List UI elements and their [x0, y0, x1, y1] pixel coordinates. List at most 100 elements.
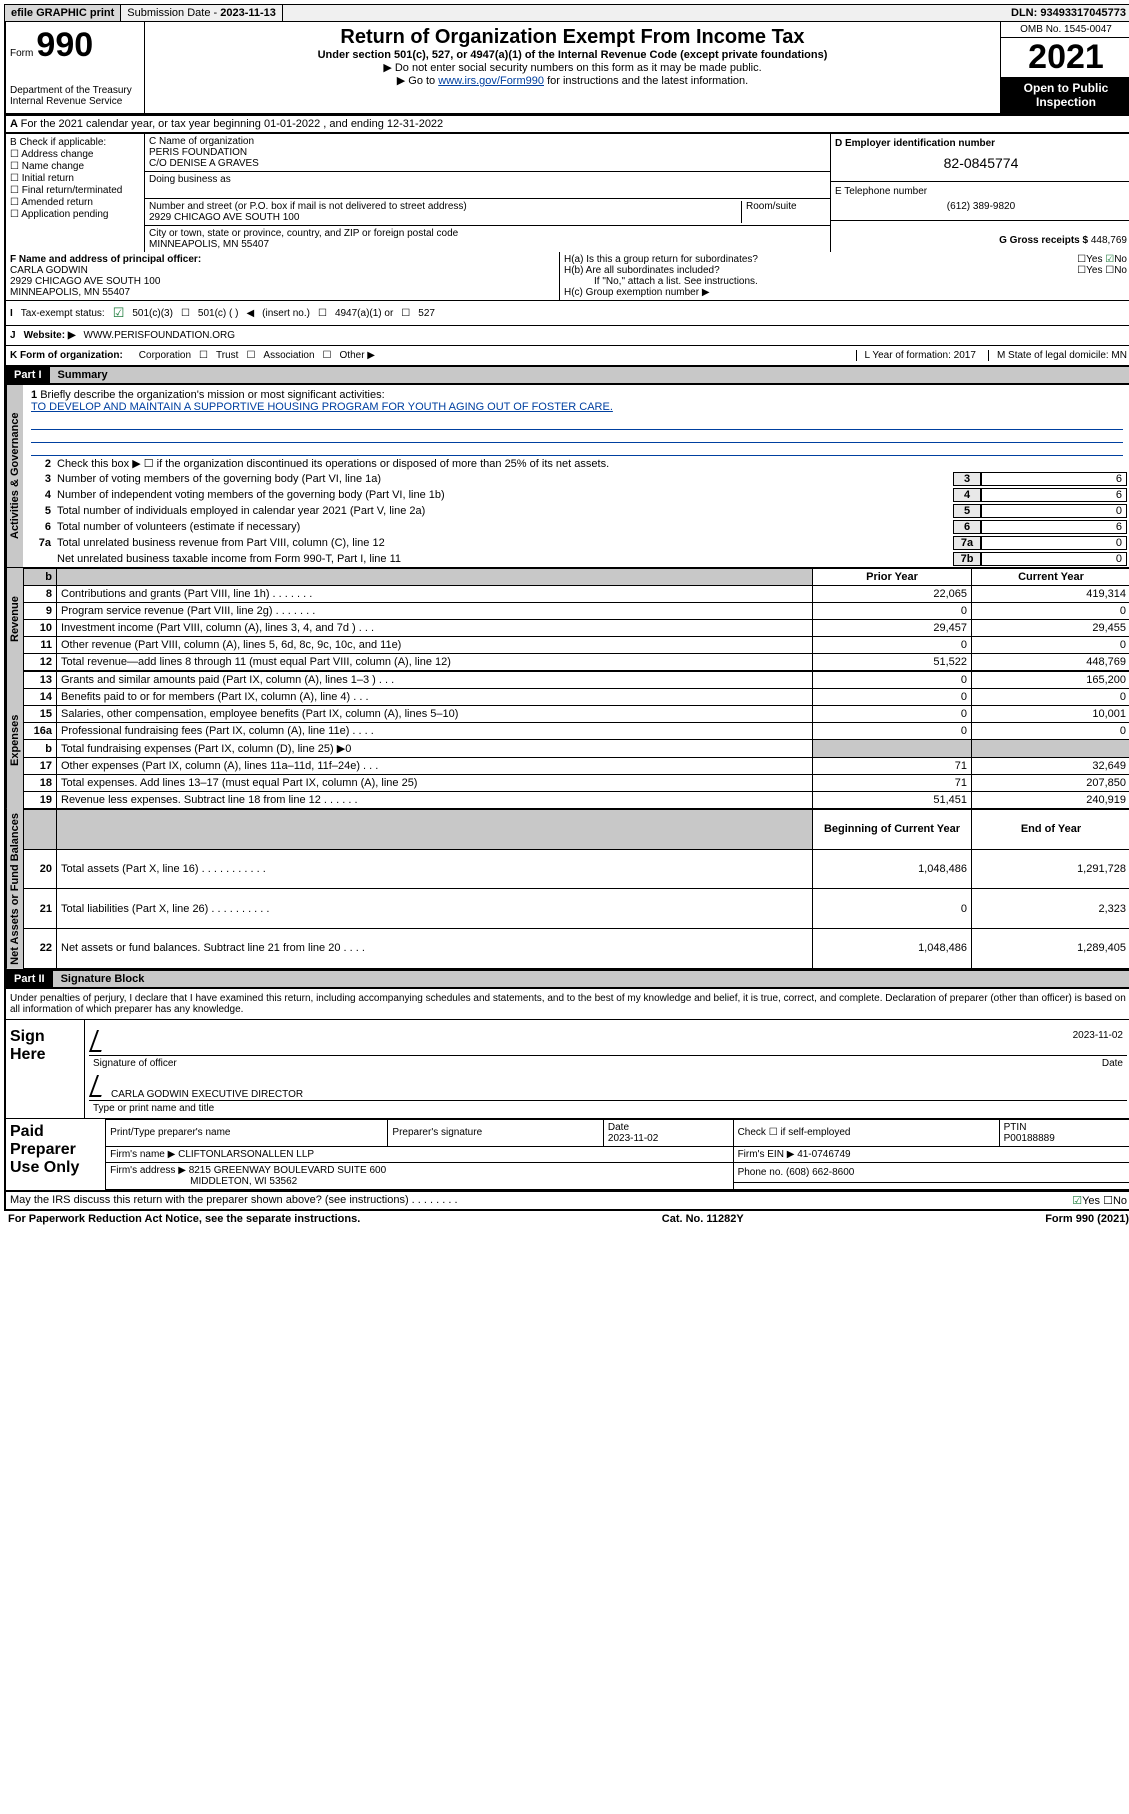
ein-cell: D Employer identification number 82-0845…: [831, 134, 1129, 182]
preparer-table: Print/Type preparer's name Preparer's si…: [105, 1119, 1129, 1190]
txt-4947: 4947(a)(1) or: [335, 308, 393, 319]
line-num: 7a: [27, 537, 57, 549]
hdr-prior-year: Prior Year: [813, 569, 972, 586]
sig-intro: Under penalties of perjury, I declare th…: [6, 989, 1129, 1020]
net-header-row: Beginning of Current Year End of Year: [24, 810, 1129, 850]
chk-name[interactable]: Name change: [10, 161, 140, 172]
fin-current: 2,323: [972, 889, 1129, 929]
top-bar: efile GRAPHIC print Submission Date - 20…: [4, 4, 1129, 22]
firm-ein-cell: Firm's EIN ▶ 41-0746749: [733, 1146, 1129, 1162]
irs-link[interactable]: www.irs.gov/Form990: [438, 75, 544, 87]
gov-line: 5Total number of individuals employed in…: [23, 503, 1129, 519]
part2-title: Signature Block: [53, 971, 1129, 987]
chk-final[interactable]: Final return/terminated: [10, 185, 140, 196]
officer-name: CARLA GODWIN: [10, 265, 88, 276]
h-section: H(a) Is this a group return for subordin…: [560, 252, 1129, 300]
gov-line: 7aTotal unrelated business revenue from …: [23, 535, 1129, 551]
ha-yn: Yes No: [1077, 254, 1127, 265]
line-box-val: 6: [981, 472, 1127, 486]
hb-text: H(b) Are all subordinates included?: [564, 265, 720, 276]
chk-application[interactable]: Application pending: [10, 209, 140, 220]
netassets-block: Net Assets or Fund Balances Beginning of…: [4, 809, 1129, 971]
dln-value: 93493317045773: [1040, 7, 1126, 19]
prep-header-row: Print/Type preparer's name Preparer's si…: [106, 1119, 1129, 1146]
fin-prior: 0: [813, 723, 972, 740]
discuss-yes-chk[interactable]: ☑: [1072, 1195, 1082, 1207]
fin-text: Total liabilities (Part X, line 26) . . …: [57, 889, 813, 929]
hdr-begin-year: Beginning of Current Year: [813, 810, 972, 850]
blue-line: [31, 430, 1123, 443]
prep-date-cell: Date2023-11-02: [603, 1119, 733, 1146]
form-header: Form 990 Department of the Treasury Inte…: [4, 22, 1129, 115]
fin-row: 17 Other expenses (Part IX, column (A), …: [24, 758, 1129, 775]
d-label: D Employer identification number: [835, 138, 1127, 149]
discuss-text: May the IRS discuss this return with the…: [10, 1194, 458, 1207]
fin-text: Other expenses (Part IX, column (A), lin…: [57, 758, 813, 775]
prep-check-label: Check ☐ if self-employed: [733, 1119, 999, 1146]
firm-name: CLIFTONLARSONALLEN LLP: [178, 1149, 314, 1160]
ptin-value: P00188889: [1004, 1133, 1055, 1144]
firm-name-cell: Firm's name ▶ CLIFTONLARSONALLEN LLP: [106, 1146, 733, 1162]
line-box-val: 6: [981, 488, 1127, 502]
fin-row: 21 Total liabilities (Part X, line 26) .…: [24, 889, 1129, 929]
firm-addr2: MIDDLETON, WI 53562: [110, 1176, 297, 1187]
dln: DLN: 93493317045773: [1005, 5, 1129, 21]
line-num: 2: [27, 458, 57, 470]
ha-no[interactable]: [1105, 254, 1114, 265]
fin-num: 14: [24, 689, 57, 706]
subdate-value: 2023-11-13: [220, 7, 276, 19]
hdr-b: b: [24, 569, 57, 586]
main-id-block: B Check if applicable: Address change Na…: [4, 134, 1129, 252]
gov-block: Activities & Governance 1 Briefly descri…: [4, 385, 1129, 568]
header-sub2: Do not enter social security numbers on …: [149, 61, 996, 74]
sign-here-row: Sign Here 2023-11-02 Signature of office…: [6, 1020, 1129, 1118]
type-print-label: Type or print name and title: [89, 1103, 1127, 1114]
fin-num: 9: [24, 603, 57, 620]
ha-yes-lbl: Yes: [1086, 254, 1102, 265]
line-box-num: 7a: [953, 536, 981, 550]
line-box-num: 3: [953, 472, 981, 486]
chk-initial[interactable]: Initial return: [10, 173, 140, 184]
efile-print-btn[interactable]: efile GRAPHIC print: [5, 5, 121, 21]
c-label: C Name of organization: [149, 136, 826, 147]
txt-assoc: Association: [263, 350, 314, 361]
line-text: Net unrelated business taxable income fr…: [57, 553, 953, 565]
chk-501c3[interactable]: [113, 305, 125, 321]
netassets-table: Beginning of Current Year End of Year 20…: [23, 809, 1129, 969]
hdr-current-year: Current Year: [972, 569, 1129, 586]
discuss-no: No: [1113, 1195, 1127, 1207]
revenue-block: Revenue b Prior Year Current Year 8 Cont…: [4, 568, 1129, 671]
prep-ptin-cell: PTINP00188889: [999, 1119, 1129, 1146]
signature-block: Under penalties of perjury, I declare th…: [4, 989, 1129, 1192]
txt-527: 527: [418, 308, 435, 319]
sig-right: 2023-11-02 Signature of officer Date CAR…: [85, 1020, 1129, 1118]
chk-amended[interactable]: Amended return: [10, 197, 140, 208]
fin-text: Grants and similar amounts paid (Part IX…: [57, 672, 813, 689]
insert-no: (insert no.): [262, 308, 310, 319]
vlabel-rev: Revenue: [6, 568, 23, 671]
fin-prior: 0: [813, 603, 972, 620]
prep-date-label: Date: [608, 1122, 629, 1133]
firm-addr-label: Firm's address ▶: [110, 1165, 186, 1176]
fin-prior: 0: [813, 706, 972, 723]
ha-yes[interactable]: [1077, 254, 1086, 265]
fin-row: 8 Contributions and grants (Part VIII, l…: [24, 586, 1129, 603]
fin-text: Total fundraising expenses (Part IX, col…: [57, 740, 813, 758]
firm-addr-cell: Firm's address ▶ 8215 GREENWAY BOULEVARD…: [106, 1162, 733, 1189]
gov-line: 3Number of voting members of the governi…: [23, 471, 1129, 487]
chk-address[interactable]: Address change: [10, 149, 140, 160]
fin-prior: 0: [813, 637, 972, 654]
principal-officer: F Name and address of principal officer:…: [6, 252, 560, 300]
principal-row: F Name and address of principal officer:…: [4, 252, 1129, 301]
form-prefix: Form: [10, 48, 33, 59]
header-sub1: Under section 501(c), 527, or 4947(a)(1)…: [149, 49, 996, 61]
header-sub3: ▶ Go to www.irs.gov/Form990 for instruct…: [149, 74, 996, 87]
fin-row: 22 Net assets or fund balances. Subtract…: [24, 929, 1129, 969]
revenue-table: b Prior Year Current Year 8 Contribution…: [23, 568, 1129, 671]
k-row: K Form of organization: Corporation ☐ Tr…: [4, 346, 1129, 367]
fin-text: Total revenue—add lines 8 through 11 (mu…: [57, 654, 813, 671]
fin-num: 12: [24, 654, 57, 671]
discuss-yes: Yes: [1082, 1195, 1100, 1207]
org-name2: C/O DENISE A GRAVES: [149, 158, 826, 169]
form-number: 990: [36, 26, 93, 64]
